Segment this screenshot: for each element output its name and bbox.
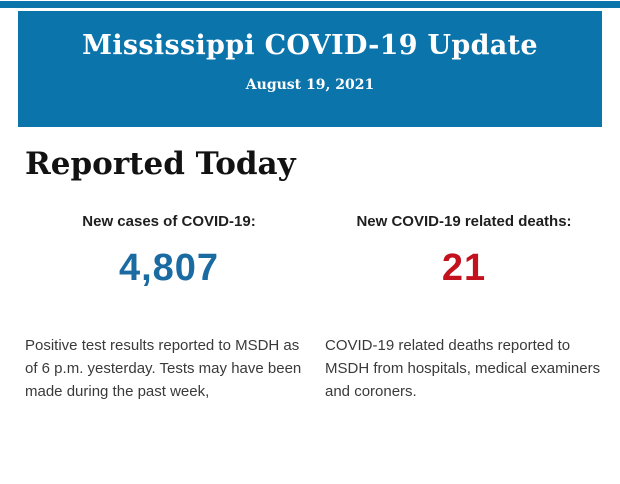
newsletter-title: Mississippi COVID-19 Update	[82, 30, 538, 61]
stat-deaths-column: New COVID-19 related deaths: 21 COVID-19…	[325, 213, 603, 403]
section-heading: Reported Today	[25, 146, 296, 182]
newsletter-date: August 19, 2021	[245, 77, 375, 93]
newsletter-page: Mississippi COVID-19 Update August 19, 2…	[0, 1, 620, 403]
cases-value: 4,807	[118, 247, 220, 289]
deaths-description: COVID-19 related deaths reported to MSDH…	[325, 337, 601, 400]
cases-description: Positive test results reported to MSDH a…	[25, 337, 302, 400]
deaths-label: New COVID-19 related deaths:	[356, 213, 572, 230]
newsletter-header: Mississippi COVID-19 Update August 19, 2…	[18, 11, 602, 127]
top-accent-bar	[0, 1, 620, 8]
stats-row: New cases of COVID-19: 4,807 Positive te…	[25, 213, 603, 403]
stat-cases-column: New cases of COVID-19: 4,807 Positive te…	[25, 213, 313, 403]
deaths-value: 21	[441, 247, 487, 289]
cases-label: New cases of COVID-19:	[82, 213, 256, 230]
content-area: Reported Today New cases of COVID-19: 4,…	[0, 145, 620, 403]
